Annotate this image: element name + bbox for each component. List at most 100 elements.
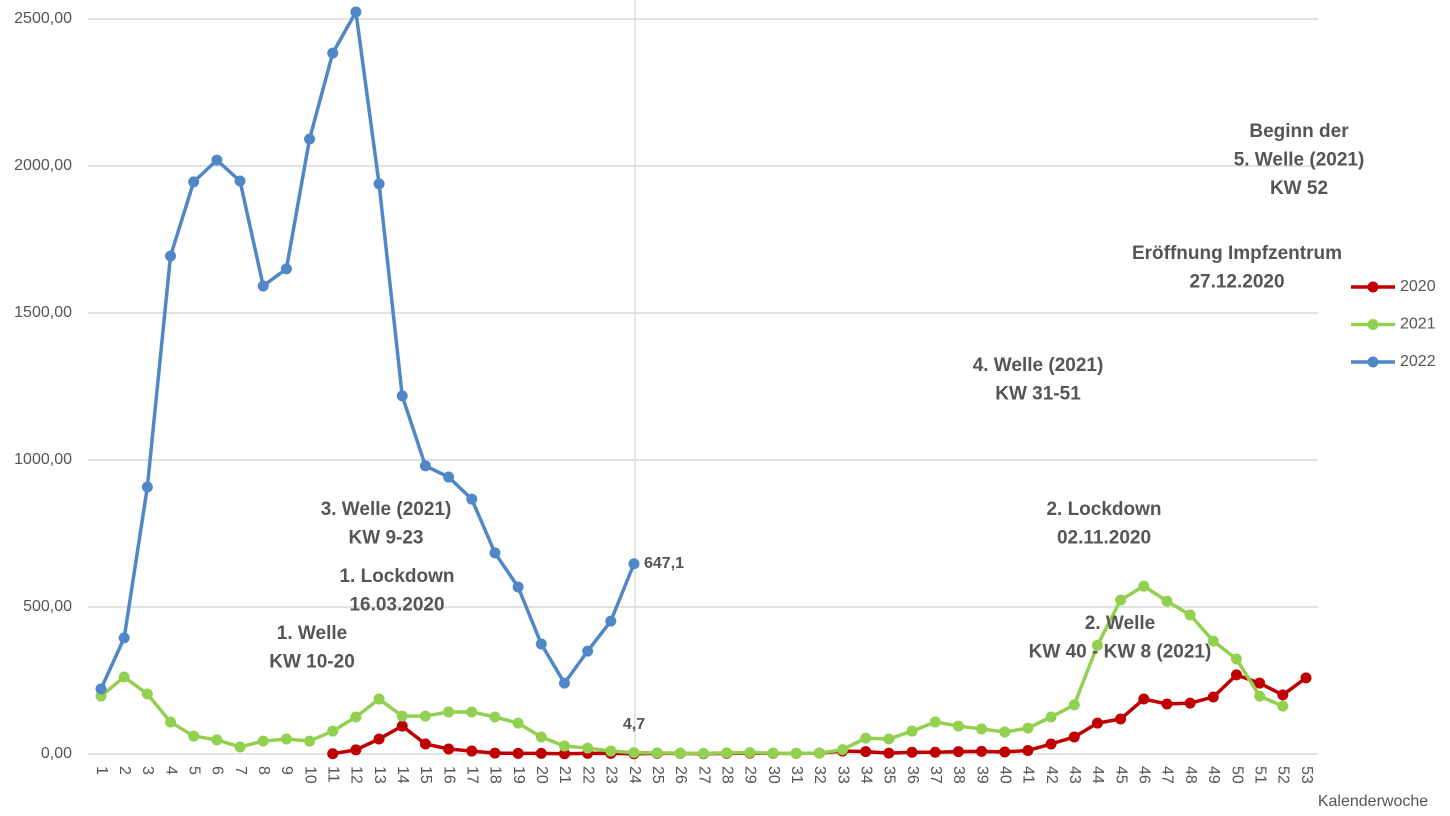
series-marker	[165, 716, 177, 728]
series-marker	[489, 747, 501, 759]
x-tick-label: 49	[1205, 766, 1222, 784]
series-marker	[535, 731, 547, 743]
annotation: 2. Welle	[1085, 613, 1155, 634]
annotation: KW 40 - KW 8 (2021)	[1029, 642, 1212, 663]
series-marker	[582, 645, 594, 657]
series-marker	[489, 711, 501, 723]
x-tick-label: 34	[857, 766, 874, 784]
x-tick-label: 11	[324, 766, 341, 783]
x-tick-label: 33	[834, 766, 851, 784]
y-tick-label: 2000,00	[14, 157, 72, 174]
series-marker	[350, 744, 362, 756]
series-marker	[628, 558, 640, 570]
series-marker	[350, 711, 362, 723]
series-marker	[512, 747, 524, 759]
series-marker	[1207, 635, 1219, 647]
series-marker	[721, 747, 733, 759]
series-marker	[419, 460, 431, 472]
x-tick-label: 36	[904, 766, 921, 784]
series-marker	[211, 734, 223, 746]
series-marker	[280, 733, 292, 745]
annotation: 27.12.2020	[1189, 272, 1284, 293]
x-tick-label: 23	[603, 766, 620, 784]
series-marker	[512, 581, 524, 593]
series-marker	[906, 746, 918, 758]
series-marker	[327, 748, 339, 760]
series-marker	[1254, 677, 1266, 689]
x-tick-label: 19	[510, 766, 527, 784]
x-tick-label: 18	[487, 766, 504, 784]
series-marker	[883, 747, 895, 759]
annotation: 02.11.2020	[1057, 528, 1151, 549]
series-marker	[929, 716, 941, 728]
x-tick-label: 51	[1251, 766, 1268, 784]
series-marker	[558, 740, 570, 752]
series-marker	[1184, 697, 1196, 709]
series-marker	[234, 741, 246, 753]
x-tick-label: 35	[881, 766, 898, 784]
x-tick-label: 28	[718, 766, 735, 784]
x-tick-label: 16	[440, 766, 457, 784]
legend-marker	[1367, 356, 1379, 368]
x-tick-label: 46	[1136, 766, 1153, 784]
x-tick-label: 24	[626, 766, 643, 784]
annotation: 5. Welle (2021)	[1234, 150, 1365, 171]
series-marker	[1230, 653, 1242, 665]
x-tick-label: 25	[649, 766, 666, 784]
x-tick-label: 30	[765, 766, 782, 784]
x-tick-label: 40	[997, 766, 1014, 784]
series-line	[99, 10, 636, 690]
series-marker	[443, 471, 455, 483]
x-tick-label: 44	[1089, 766, 1106, 784]
series-marker	[1184, 609, 1196, 621]
series-marker	[1091, 717, 1103, 729]
legend-marker	[1367, 281, 1379, 293]
series-marker	[1300, 672, 1312, 684]
y-tick-label: 1000,00	[14, 451, 72, 468]
annotation: KW 10-20	[269, 652, 355, 673]
series-marker	[860, 746, 872, 758]
x-tick-label: 3	[139, 766, 156, 775]
series-marker	[443, 743, 455, 755]
x-tick-label: 41	[1020, 766, 1037, 784]
series-marker	[396, 390, 408, 402]
series-marker	[1207, 691, 1219, 703]
series-marker	[860, 732, 872, 744]
x-tick-label: 29	[742, 766, 759, 784]
series-marker	[396, 710, 408, 722]
legend-label: 2020	[1400, 278, 1436, 295]
series-marker	[535, 747, 547, 759]
series-marker	[396, 720, 408, 732]
annotation: 1. Welle	[277, 623, 347, 644]
series-marker	[1230, 669, 1242, 681]
series-marker	[1115, 713, 1127, 725]
series-marker	[582, 742, 594, 754]
series-marker	[651, 747, 663, 759]
series-marker	[118, 632, 130, 644]
series-marker	[373, 693, 385, 705]
y-tick-label: 1500,00	[14, 304, 72, 321]
series-marker	[1161, 595, 1173, 607]
series-marker	[1277, 689, 1289, 701]
series-marker	[1045, 711, 1057, 723]
series-marker	[350, 6, 362, 18]
x-tick-label: 14	[394, 766, 411, 784]
series-line	[99, 584, 1284, 756]
series-marker	[558, 677, 570, 689]
x-tick-label: 38	[950, 766, 967, 784]
x-tick-label: 26	[672, 766, 689, 784]
series-marker	[327, 725, 339, 737]
x-tick-label: 15	[417, 766, 434, 784]
series-marker	[790, 747, 802, 759]
series-marker	[976, 745, 988, 757]
x-tick-label: 47	[1159, 766, 1176, 784]
series-marker	[466, 745, 478, 757]
series-marker	[698, 747, 709, 759]
series-marker	[327, 47, 339, 59]
series-marker	[373, 178, 385, 190]
x-tick-label: 27	[695, 766, 712, 784]
series-marker	[466, 706, 478, 718]
x-tick-label: 6	[209, 766, 226, 775]
series-marker	[373, 733, 385, 745]
series-marker	[999, 726, 1011, 738]
